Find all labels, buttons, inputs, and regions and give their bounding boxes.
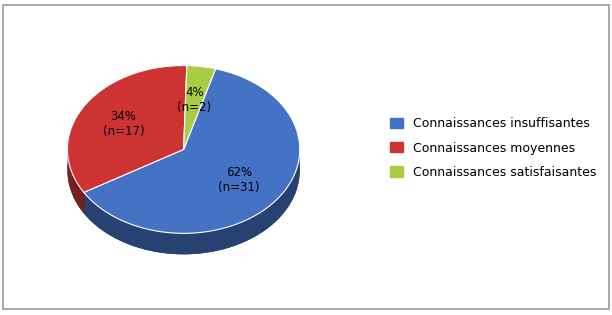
Polygon shape: [67, 151, 84, 213]
Polygon shape: [84, 150, 300, 254]
Polygon shape: [84, 69, 300, 233]
Legend: Connaissances insuffisantes, Connaissances moyennes, Connaissances satisfaisante: Connaissances insuffisantes, Connaissanc…: [386, 113, 600, 183]
Text: 4%
(n=2): 4% (n=2): [177, 86, 211, 114]
Polygon shape: [67, 66, 187, 192]
Text: 34%
(n=17): 34% (n=17): [103, 110, 144, 138]
Ellipse shape: [67, 87, 300, 254]
Text: 62%
(n=31): 62% (n=31): [218, 166, 259, 194]
Polygon shape: [184, 66, 215, 149]
